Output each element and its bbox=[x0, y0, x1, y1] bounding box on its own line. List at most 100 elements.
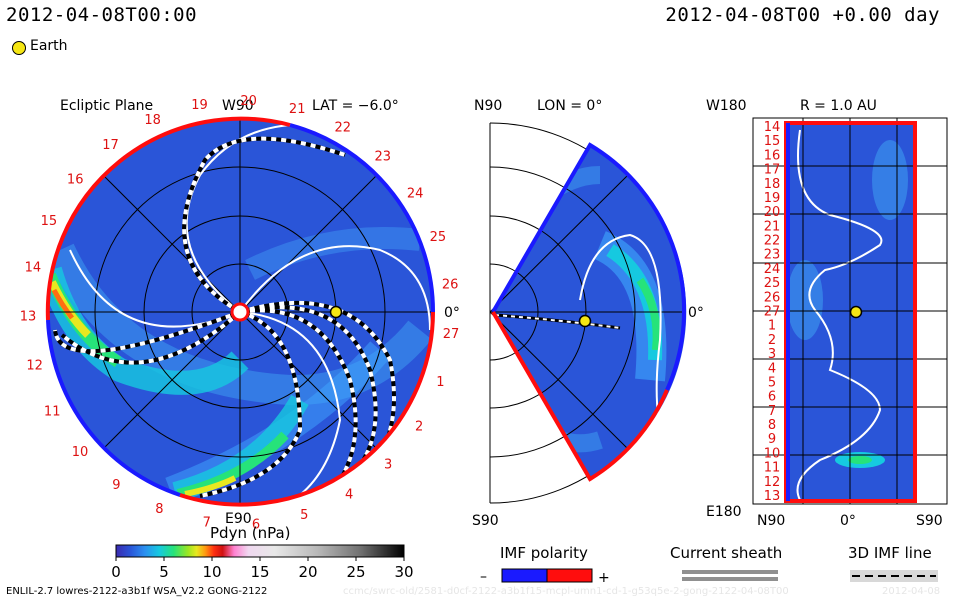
imf3d-legend: 3D IMF line bbox=[848, 544, 938, 582]
imf-plus-label: + bbox=[598, 570, 610, 586]
ecliptic-title: Ecliptic Plane bbox=[60, 98, 153, 114]
earth-marker-ecliptic bbox=[329, 305, 343, 319]
radial-rotation-label: 9 bbox=[768, 432, 776, 447]
timestamp-right: 2012-04-08T00 +0.00 day bbox=[665, 4, 940, 26]
radial-rotation-label: 3 bbox=[768, 347, 776, 362]
colorbar-tick-label: 0 bbox=[111, 563, 121, 581]
colorbar-tick-label: 20 bbox=[298, 563, 317, 581]
imf-minus-label: – bbox=[480, 569, 487, 585]
colorbar-tick-label: 30 bbox=[394, 563, 413, 581]
earth-marker-meridional bbox=[578, 314, 592, 328]
meridional-field bbox=[493, 145, 687, 479]
radial-bottom-label: E180 bbox=[706, 504, 742, 520]
ecliptic-rotation-label: 20 bbox=[240, 94, 257, 109]
ecliptic-rotation-labels: 19 20212223242526271234567891011121314151… bbox=[20, 94, 460, 532]
ecliptic-rotation-label: 3 bbox=[384, 458, 392, 473]
radial-top-label: W180 bbox=[706, 98, 747, 114]
imf-lines bbox=[53, 136, 396, 498]
ecliptic-boundary-positive-2 bbox=[179, 311, 435, 507]
ecliptic-rotation-label: 13 bbox=[20, 310, 37, 325]
current-sheath-legend: Current sheath bbox=[670, 544, 782, 581]
colorbar-tick-label: 25 bbox=[346, 563, 365, 581]
sector-boundaries bbox=[69, 123, 431, 496]
radial-rotation-label: 4 bbox=[768, 361, 776, 376]
earth-marker-radial bbox=[849, 305, 863, 319]
ecliptic-panel: Ecliptic Plane W90 LAT = −6.0° E90 0° bbox=[20, 94, 460, 532]
imf-polarity-legend: IMF polarity – + bbox=[480, 544, 610, 586]
ecliptic-boundary-negative-2 bbox=[46, 319, 181, 497]
radial-rotation-label: 25 bbox=[764, 276, 781, 291]
radial-rotation-label: 26 bbox=[764, 290, 781, 305]
ecliptic-rotation-label: 1 bbox=[436, 375, 444, 390]
ecliptic-rotation-label: 21 bbox=[289, 102, 306, 117]
meridional-lon-label: LON = 0° bbox=[537, 98, 602, 114]
radial-rotation-label: 8 bbox=[768, 418, 776, 433]
meridional-top-label: N90 bbox=[474, 98, 502, 114]
ecliptic-bottom-label: E90 bbox=[225, 511, 252, 527]
radial-r-label: R = 1.0 AU bbox=[800, 98, 877, 114]
radial-x-label-n90: N90 bbox=[757, 513, 785, 529]
footer-model-info: ENLIL-2.7 lowres-2122-a3b1f WSA_V2.2 GON… bbox=[6, 586, 268, 597]
colorbar: Pdyn (nPa) 0 5 10 15 20 25 30 bbox=[111, 524, 413, 581]
radial-rotation-label: 13 bbox=[764, 489, 781, 504]
ecliptic-rotation-label: 9 bbox=[112, 478, 120, 493]
radial-x-label-s90: S90 bbox=[916, 513, 943, 529]
radial-rotation-label: 14 bbox=[764, 120, 781, 135]
earth-legend-icon bbox=[12, 41, 26, 55]
radial-rotation-label: 27 bbox=[764, 305, 781, 320]
ecliptic-rotation-label: 19 bbox=[191, 98, 208, 113]
ecliptic-rotation-label: 17 bbox=[102, 138, 119, 153]
ecliptic-lat-label: LAT = −6.0° bbox=[312, 98, 399, 114]
radial-rotation-label: 18 bbox=[764, 177, 781, 192]
colorbar-ticks: 0 5 10 15 20 25 30 bbox=[111, 557, 414, 581]
ecliptic-rotation-label: 2 bbox=[415, 419, 423, 434]
ecliptic-rotation-label: 26 bbox=[442, 278, 459, 293]
colorbar-tick-label: 5 bbox=[159, 563, 169, 581]
radial-rotation-label: 12 bbox=[764, 475, 781, 490]
ecliptic-right-label: 0° bbox=[444, 305, 460, 321]
earth-legend-label: Earth bbox=[30, 38, 68, 54]
radial-rotation-label: 22 bbox=[764, 234, 781, 249]
radial-rotation-label: 19 bbox=[764, 191, 781, 206]
ecliptic-top-label: W90 bbox=[222, 98, 254, 114]
sun-marker bbox=[230, 302, 250, 322]
meridional-boundary-positive bbox=[491, 310, 669, 482]
radial-rotation-label: 10 bbox=[764, 446, 781, 461]
radial-rotation-label: 16 bbox=[764, 148, 781, 163]
radial-rotation-label: 7 bbox=[768, 404, 776, 419]
ecliptic-rotation-label: 7 bbox=[203, 515, 211, 530]
radial-rotation-label: 15 bbox=[764, 134, 781, 149]
imf3d-title: 3D IMF line bbox=[848, 544, 932, 562]
imf-negative-swatch bbox=[501, 568, 548, 583]
colorbar-title: Pdyn (nPa) bbox=[210, 524, 291, 542]
radial-rotation-label: 6 bbox=[768, 390, 776, 405]
radial-rotation-label: 17 bbox=[764, 163, 781, 178]
radial-rotation-label: 20 bbox=[764, 205, 781, 220]
meridional-boundary-negative bbox=[491, 142, 687, 391]
radial-rotation-label: 24 bbox=[764, 262, 781, 277]
ecliptic-rotation-label: 4 bbox=[345, 488, 353, 503]
meridional-right-label: 0° bbox=[688, 305, 704, 321]
radial-rotation-label: 21 bbox=[764, 219, 781, 234]
ecliptic-rotation-label: 25 bbox=[430, 230, 447, 245]
ecliptic-rotation-label: 22 bbox=[335, 121, 352, 136]
footer-run-info: ccmc/swrc-old/2581-d0cf-2122-a3b1f15-mcp… bbox=[343, 586, 789, 597]
ecliptic-rotation-label: 24 bbox=[407, 186, 424, 201]
ecliptic-rotation-label: 11 bbox=[44, 404, 61, 419]
ecliptic-rotation-label: 10 bbox=[72, 445, 89, 460]
meridional-bottom-label: S90 bbox=[472, 513, 499, 529]
colorbar-tick-label: 15 bbox=[250, 563, 269, 581]
radial-rotation-label: 23 bbox=[764, 248, 781, 263]
current-sheath-title: Current sheath bbox=[670, 544, 782, 562]
ecliptic-rotation-label: 27 bbox=[443, 327, 460, 342]
ecliptic-rotation-label: 12 bbox=[26, 359, 43, 374]
colorbar-tick-label: 10 bbox=[202, 563, 221, 581]
radial-rotation-label: 5 bbox=[768, 376, 776, 391]
ecliptic-rotation-label: 5 bbox=[300, 508, 308, 523]
meridional-panel: N90 LON = 0° S90 0° bbox=[472, 98, 704, 529]
ecliptic-boundary-positive bbox=[45, 116, 291, 321]
ecliptic-rotation-label: 8 bbox=[155, 502, 163, 517]
ecliptic-rotation-label: 23 bbox=[375, 149, 392, 164]
